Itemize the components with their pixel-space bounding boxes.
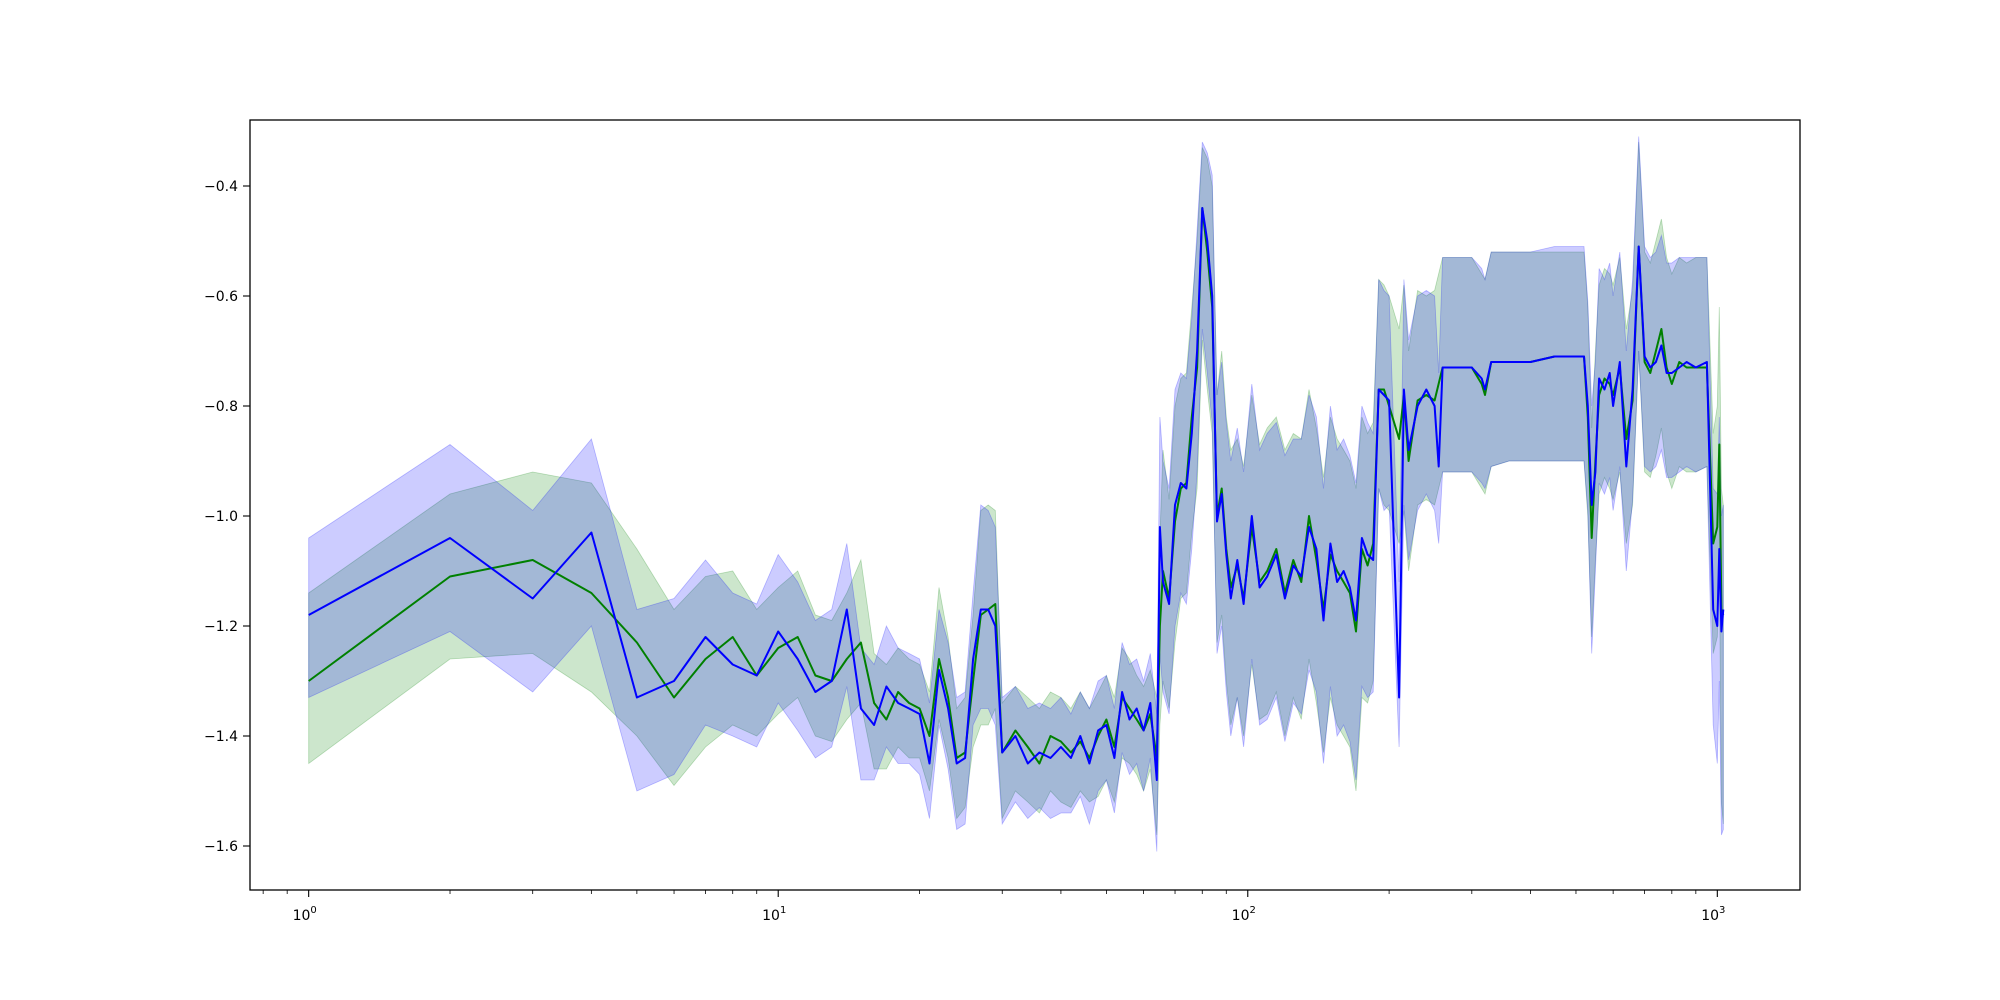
y-tick-label: −0.6 [204,289,238,305]
x-tick-label: 102 [1232,905,1256,924]
y-tick-label: −1.2 [204,619,238,635]
x-tick-label: 101 [762,905,786,924]
x-tick-label: 100 [293,905,317,924]
series-1-line [308,207,1725,781]
x-tick-label: 103 [1701,905,1725,924]
plot-frame [249,119,1801,891]
series-1-band [308,136,1724,852]
confidence-bands [308,136,1724,852]
series-0-band [308,141,1724,836]
y-tick-label: −0.4 [204,179,238,195]
y-tick-label: −1.6 [204,839,238,855]
y-axis: −1.6 −1.4 −1.2 −1.0 −0.8 −0.6 −0.4 [204,179,250,855]
y-tick-label: −1.0 [204,509,238,525]
x-axis: 100 101 102 103 [262,890,1725,924]
plot-area [308,136,1725,852]
y-tick-label: −0.8 [204,399,238,415]
series-lines [308,207,1725,781]
y-tick-label: −1.4 [204,729,238,745]
